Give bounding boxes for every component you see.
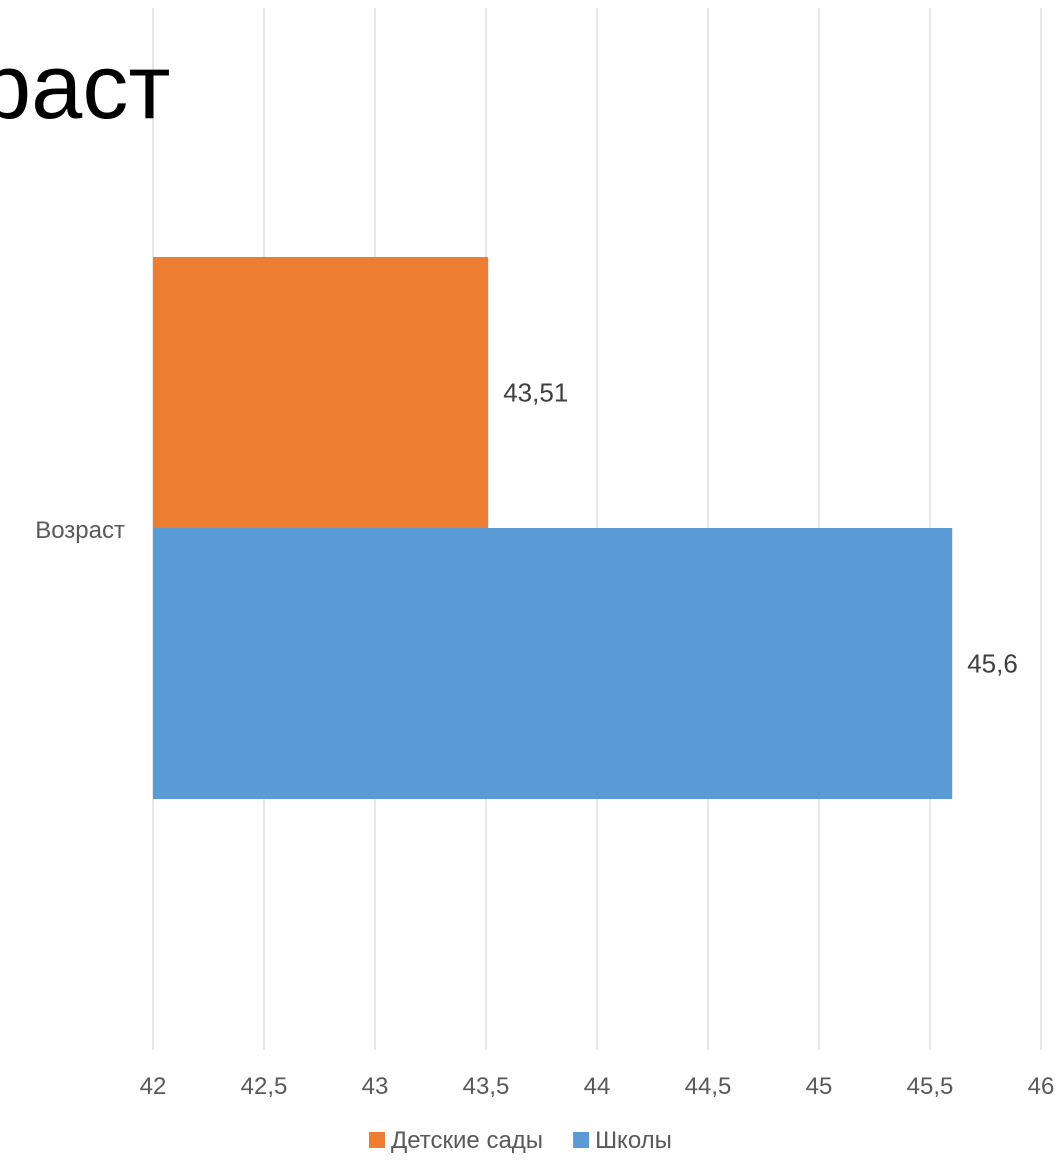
data-label-schools: 45,6 xyxy=(967,649,1018,679)
x-axis: 42 42,5 43 43,5 44 44,5 45 45,5 46 xyxy=(140,1073,1055,1100)
legend-swatch-0 xyxy=(369,1132,385,1148)
x-tick-label-5: 44,5 xyxy=(685,1073,732,1100)
bar-schools xyxy=(153,528,953,799)
x-tick-label-0: 42 xyxy=(140,1073,167,1100)
y-axis: Возраст xyxy=(35,517,125,544)
x-tick-label-2: 43 xyxy=(362,1073,389,1100)
slide-title: раст xyxy=(0,36,170,138)
category-label: Возраст xyxy=(35,517,125,544)
legend: Детские сады Школы xyxy=(369,1127,672,1154)
x-tick-label-4: 44 xyxy=(584,1073,611,1100)
data-label-kindergartens: 43,51 xyxy=(503,378,568,408)
legend-swatch-1 xyxy=(573,1132,590,1148)
x-tick-label-3: 43,5 xyxy=(463,1073,510,1100)
legend-label-1: Школы xyxy=(595,1127,672,1154)
x-tick-label-7: 45,5 xyxy=(907,1073,954,1100)
bars xyxy=(153,257,953,799)
data-labels: 43,51 45,6 xyxy=(503,378,1018,679)
x-tick-label-8: 46 xyxy=(1028,1073,1055,1100)
bar-kindergartens xyxy=(153,257,489,528)
x-tick-label-6: 45 xyxy=(806,1073,833,1100)
x-tick-label-1: 42,5 xyxy=(241,1073,288,1100)
legend-label-0: Детские сады xyxy=(391,1127,543,1154)
